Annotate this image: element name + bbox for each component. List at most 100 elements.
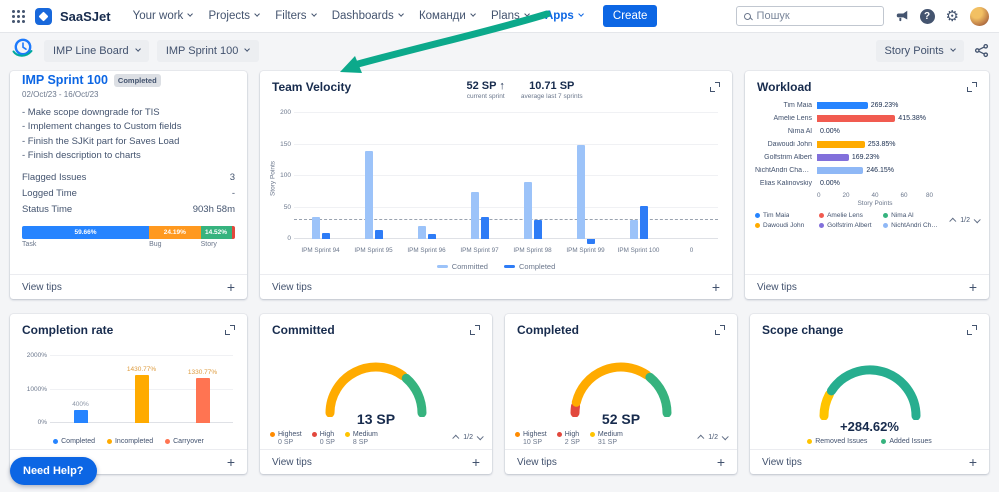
workload-bar [817, 154, 849, 161]
gauge-segment [571, 362, 652, 407]
expand-icon[interactable] [715, 325, 725, 335]
bar-group [612, 105, 665, 247]
legend-dot [270, 432, 275, 437]
app-switcher-icon[interactable] [10, 8, 27, 25]
expand-icon[interactable] [225, 325, 235, 335]
view-tips-link[interactable]: View tips [762, 456, 802, 468]
legend-item-highest[interactable]: Highest 0 SP [270, 431, 302, 446]
legend-item-added-issues[interactable]: Added Issues [881, 438, 932, 445]
completed-legend: Highest 10 SP High 2 SP Medium 31 SP 1/2 [505, 429, 737, 449]
bar-track: 253.85% [817, 141, 979, 148]
legend-item[interactable]: Golfstrim Albert [819, 222, 881, 229]
nav-item-label: Dashboards [331, 10, 394, 22]
sprint-stat-row: Flagged Issues 3 [22, 172, 235, 183]
view-tips-link[interactable]: View tips [517, 456, 557, 468]
legend-item[interactable]: NichtAndri Champel [883, 222, 945, 229]
legend-dot [807, 439, 813, 444]
legend-item[interactable]: Dawoudi John [755, 222, 817, 229]
add-icon[interactable]: + [968, 279, 977, 295]
card-footer: View tips + [260, 274, 732, 299]
legend-pagination: 1/2 [452, 433, 484, 442]
nav-item-plans[interactable]: Plans [483, 5, 537, 27]
chevron-down-icon[interactable] [721, 433, 729, 441]
expand-icon[interactable] [709, 82, 720, 92]
expand-icon[interactable] [967, 82, 977, 92]
sprint-summary-card: IMP Sprint 100 Completed 02/Oct/23 - 16/… [10, 71, 247, 299]
legend-item-medium[interactable]: Medium 31 SP [589, 431, 623, 446]
chevron-up-icon[interactable] [452, 434, 460, 442]
chevron-up-icon[interactable] [697, 434, 705, 442]
add-icon[interactable]: + [471, 454, 480, 470]
add-icon[interactable]: + [716, 454, 725, 470]
view-tips-link[interactable]: View tips [272, 456, 312, 468]
add-icon[interactable]: + [711, 279, 720, 295]
legend-dot [344, 432, 350, 437]
add-icon[interactable]: + [968, 454, 977, 470]
x-tick-label: 20 [842, 192, 850, 199]
view-tips-link[interactable]: View tips [272, 281, 312, 293]
board-select[interactable]: IMP Line Board [44, 39, 149, 62]
scope-change-card: Scope change +284.62% Removed Issues Adde… [750, 314, 989, 474]
search-box[interactable] [735, 6, 884, 26]
legend-item[interactable]: Amelie Lens [819, 212, 881, 219]
nav-item-projects[interactable]: Projects [201, 5, 268, 27]
expand-icon[interactable] [470, 325, 480, 335]
completed-bar [73, 409, 88, 423]
pagination-text: 1/2 [708, 434, 718, 441]
card-footer: View tips + [505, 449, 737, 474]
metric-select[interactable]: Story Points [875, 39, 964, 62]
settings-gear-icon[interactable]: ⚙ [945, 7, 959, 25]
nav-item-label: Projects [208, 10, 251, 22]
view-tips-link[interactable]: View tips [22, 281, 62, 293]
x-tick-label: IPM Sprint 96 [407, 247, 446, 254]
sprint-select[interactable]: IMP Sprint 100 [156, 39, 259, 62]
chevron-up-icon[interactable] [949, 217, 957, 225]
nav-item-dashboards[interactable]: Dashboards [324, 5, 411, 27]
card-title: Scope change [762, 323, 844, 337]
chevron-down-icon[interactable] [476, 433, 484, 441]
help-icon[interactable]: ? [919, 8, 935, 24]
committed-gauge: 13 SP [260, 340, 492, 429]
nav-item-your-work[interactable]: Your work [125, 5, 201, 27]
saasjet-logo-icon[interactable] [35, 7, 52, 25]
legend-item[interactable]: Nima Al [883, 212, 945, 219]
nav-item-apps[interactable]: Apps [537, 5, 591, 27]
sprint-link[interactable]: IMP Sprint 100 [22, 73, 108, 87]
nav-item-команди[interactable]: Команди [411, 5, 483, 27]
nav-item-filters[interactable]: Filters [267, 5, 324, 27]
legend-item-medium[interactable]: Medium 8 SP [344, 431, 378, 446]
bar-track: 0.00% [817, 180, 979, 187]
expand-icon[interactable] [967, 325, 977, 335]
chevron-down-icon[interactable] [973, 216, 981, 224]
legend-item-carryover[interactable]: Carryover [165, 438, 204, 445]
legend-label: Committed [451, 261, 488, 271]
user-avatar[interactable] [970, 6, 989, 26]
add-icon[interactable]: + [226, 454, 235, 470]
legend-item-incompleted[interactable]: Incompleted [106, 438, 153, 445]
assignee-name: Elias Kalinovskiy [759, 180, 812, 187]
legend-dot [881, 439, 887, 444]
bar-group [400, 105, 453, 247]
x-tick-label: IPM Sprint 95 [354, 247, 393, 254]
legend-item-high[interactable]: High 0 SP [311, 431, 335, 446]
search-input[interactable] [756, 10, 876, 22]
bar-track: 269.23% [817, 102, 979, 109]
legend-item-highest[interactable]: Highest 10 SP [515, 431, 547, 446]
card-footer: View tips + [10, 274, 247, 299]
share-icon[interactable] [974, 43, 989, 58]
add-icon[interactable]: + [226, 279, 235, 295]
legend-item-high[interactable]: High 2 SP [556, 431, 580, 446]
legend-item-completed[interactable]: Completed [503, 262, 555, 271]
legend-item-completed[interactable]: Completed [53, 438, 95, 445]
announcements-icon[interactable] [895, 9, 909, 23]
legend-item[interactable]: Tim Maia [755, 212, 817, 219]
view-tips-link[interactable]: View tips [757, 281, 797, 293]
workload-percent: 415.38% [898, 115, 926, 122]
legend-item-removed-issues[interactable]: Removed Issues [807, 438, 867, 445]
gridline: 0 [287, 235, 718, 242]
x-axis-labels: IPM Sprint 94 IPM Sprint 95 IPM Sprint 96 I… [294, 247, 718, 258]
need-help-button[interactable]: Need Help? [10, 457, 97, 485]
legend-item-committed[interactable]: Committed [436, 261, 488, 271]
create-button[interactable]: Create [602, 5, 658, 27]
legend-dot [53, 438, 59, 444]
